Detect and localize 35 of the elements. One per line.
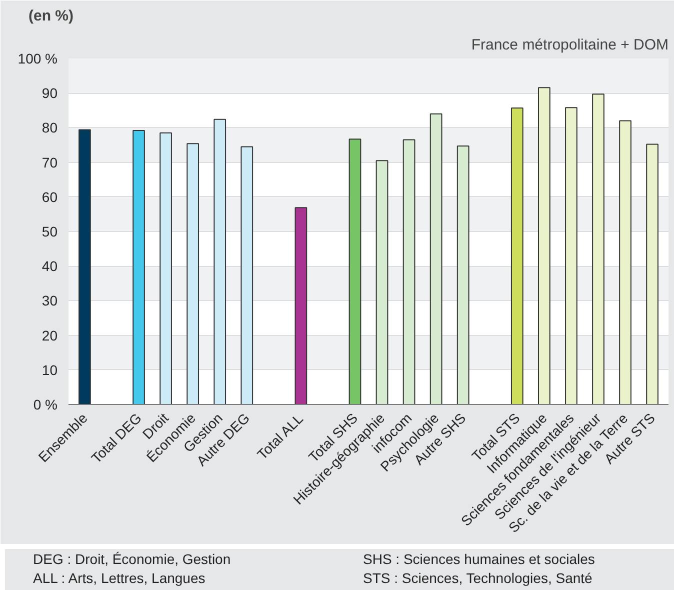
y-tick-label: 50 (42, 224, 58, 240)
bar (240, 146, 254, 404)
text: ALL : Arts, Lettres, Langues (33, 569, 206, 587)
y-tick-label: 10 (42, 362, 58, 378)
text: DEG : Droit, Économie, Gestion (33, 550, 232, 568)
chart-title: (en %) (28, 8, 74, 24)
y-tick-label: 30 (42, 292, 58, 309)
y-tick-label: 40 (42, 258, 58, 274)
bar (538, 87, 550, 404)
bar (186, 143, 199, 404)
bar (430, 113, 442, 404)
bar (565, 107, 578, 404)
bar (510, 107, 524, 404)
y-tick-label: 100 % (18, 50, 58, 66)
bar (456, 146, 470, 404)
y-tick-label: 90 (42, 85, 58, 102)
bar (376, 160, 388, 404)
bar (78, 129, 91, 404)
bar (214, 118, 226, 404)
y-tick-label: 80 (42, 120, 58, 136)
y-tick-label: 20 (42, 327, 58, 344)
chart-subtitle: France métropolitaine + DOM (471, 36, 669, 54)
text: SHS : Sciences humaines et sociales (363, 550, 596, 568)
bar (348, 138, 362, 404)
bar (132, 130, 145, 404)
bar (160, 132, 172, 404)
bar (294, 207, 308, 404)
bar (592, 94, 604, 404)
bar (402, 139, 416, 404)
bar (646, 144, 658, 404)
y-tick-label: 0 % (33, 396, 58, 412)
text: STS : Sciences, Technologies, Santé (363, 569, 594, 587)
bar (619, 120, 632, 404)
y-tick-label: 60 (42, 188, 58, 205)
y-tick-label: 70 (42, 154, 58, 170)
